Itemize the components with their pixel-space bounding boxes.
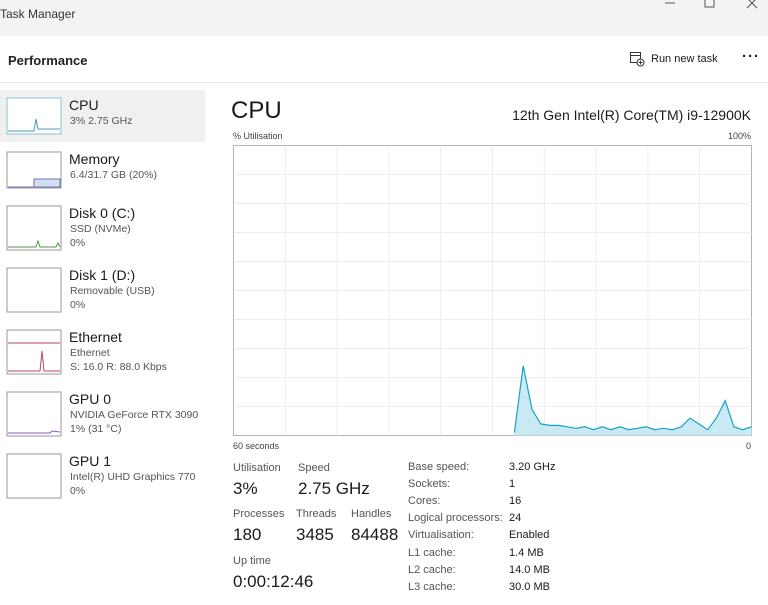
cpu-line	[513, 365, 752, 433]
main-title: CPU	[231, 97, 282, 124]
thumbnail-graph	[8, 178, 61, 188]
sidebar-item[interactable]: GPU 0 NVIDIA GeForce RTX 3090 1% (31 °C)	[0, 384, 205, 444]
sidebar-item-detail: 0%	[70, 299, 86, 311]
spec-label: L2 cache:	[408, 563, 456, 576]
sidebar-item[interactable]: Memory 6.4/31.7 GB (20%)	[0, 144, 205, 194]
sidebar-thumbnail	[6, 453, 62, 499]
spec-label: L3 cache:	[408, 580, 456, 593]
sidebar-item-detail: 1% (31 °C)	[70, 423, 122, 435]
cpu-model: 12th Gen Intel(R) Core(TM) i9-12900K	[512, 107, 751, 123]
stat-value: 2.75 GHz	[298, 479, 370, 498]
sidebar-item-name: CPU	[69, 97, 99, 113]
spec-label: Base speed:	[408, 461, 470, 473]
sidebar-thumbnail	[6, 391, 62, 437]
run-task-icon	[630, 52, 645, 67]
header: Performance Run new task ···	[0, 36, 768, 83]
stat-label: Processes	[233, 508, 285, 520]
spec-value: 1.4 MB	[509, 546, 544, 559]
spec-label: L1 cache:	[408, 546, 456, 559]
sidebar-thumbnail	[6, 329, 62, 375]
sidebar-item-detail: 3% 2.75 GHz	[70, 115, 133, 127]
thumbnail-graph	[8, 239, 61, 248]
spec-value: 16	[509, 495, 522, 508]
spec-value: 3.20 GHz	[509, 461, 556, 473]
sidebar-item-detail: Intel(R) UHD Graphics 770	[70, 471, 196, 483]
sidebar-item[interactable]: Ethernet Ethernet S: 16.0 R: 88.0 Kbps	[0, 322, 205, 382]
thumbnail-frame	[6, 329, 62, 375]
sidebar-item-name: GPU 1	[69, 453, 112, 469]
sidebar-thumbnail	[6, 267, 62, 313]
sidebar-item[interactable]: Disk 0 (C:) SSD (NVMe) 0%	[0, 198, 205, 258]
spec-value: 1	[509, 478, 516, 491]
sidebar-item-detail: NVIDIA GeForce RTX 3090	[70, 409, 199, 421]
sidebar-item-detail: Ethernet	[70, 347, 110, 359]
sidebar-item-name: GPU 0	[69, 391, 112, 407]
y-axis-label: % Utilisation	[233, 131, 283, 141]
spec-value: 30.0 MB	[509, 580, 550, 593]
sidebar-item-detail: 0%	[70, 237, 86, 249]
cpu-area	[514, 365, 752, 436]
thumbnail-frame	[6, 391, 62, 437]
spec-value: 14.0 MB	[509, 563, 550, 576]
stat-label: Threads	[296, 508, 337, 520]
stat-value: 3485	[296, 525, 334, 544]
sidebar-item[interactable]: Disk 1 (D:) Removable (USB) 0%	[0, 260, 205, 320]
y-max-label: 100%	[727, 131, 751, 141]
stat-label: Utilisation	[233, 462, 281, 474]
spec-value: 24	[509, 512, 522, 525]
stat-value: 84488	[351, 525, 399, 544]
stat-label: Up time	[233, 555, 271, 567]
spec-label: Logical processors:	[408, 512, 503, 525]
more-menu[interactable]: ···	[742, 48, 760, 65]
stat-label: Speed	[298, 462, 330, 474]
maximize-button[interactable]	[704, 0, 715, 8]
spec-value: Enabled	[509, 529, 550, 542]
window-title: Task Manager	[0, 7, 76, 21]
x-axis-label: 60 seconds	[233, 441, 280, 451]
cpu-graph	[233, 145, 752, 436]
sidebar-item-detail: S: 16.0 R: 88.0 Kbps	[70, 361, 167, 373]
sidebar-item-name: Ethernet	[69, 329, 122, 345]
window-controls	[665, 0, 758, 9]
stat-value: 3%	[233, 479, 258, 498]
run-new-task-button[interactable]: Run new task	[651, 53, 718, 65]
thumbnail-graph	[8, 118, 60, 132]
sidebar-thumbnail	[6, 97, 62, 135]
page-title: Performance	[8, 53, 88, 68]
close-button[interactable]	[746, 0, 758, 9]
x-min-label: 0	[745, 441, 751, 451]
stat-value: 0:00:12:46	[233, 572, 314, 591]
thumbnail-frame	[6, 267, 62, 313]
sidebar-item-detail: Removable (USB)	[70, 285, 155, 297]
stat-label: Handles	[351, 508, 392, 520]
thumbnail-frame	[6, 205, 62, 251]
thumbnail-graph	[8, 430, 61, 434]
thumbnail-frame	[6, 453, 62, 499]
sidebar-item-detail: 6.4/31.7 GB (20%)	[70, 169, 157, 181]
spec-label: Virtualisation:	[408, 529, 474, 542]
sidebar-item-detail: SSD (NVMe)	[70, 223, 131, 235]
sidebar-thumbnail	[6, 205, 62, 251]
sidebar-item-detail: 0%	[70, 485, 86, 497]
title-bar: Task Manager	[0, 0, 768, 36]
sidebar-item[interactable]: CPU 3% 2.75 GHz	[0, 90, 205, 142]
stat-value: 180	[233, 525, 262, 544]
sidebar-item[interactable]: GPU 1 Intel(R) UHD Graphics 770 0%	[0, 446, 205, 506]
spec-label: Sockets:	[408, 478, 451, 491]
thumbnail-graph	[8, 342, 60, 372]
sidebar-item-name: Disk 0 (C:)	[69, 205, 136, 221]
spec-label: Cores:	[408, 495, 441, 508]
sidebar-item-name: Memory	[69, 151, 120, 167]
sidebar-thumbnail	[6, 151, 62, 189]
sidebar-item-name: Disk 1 (D:)	[69, 267, 136, 283]
